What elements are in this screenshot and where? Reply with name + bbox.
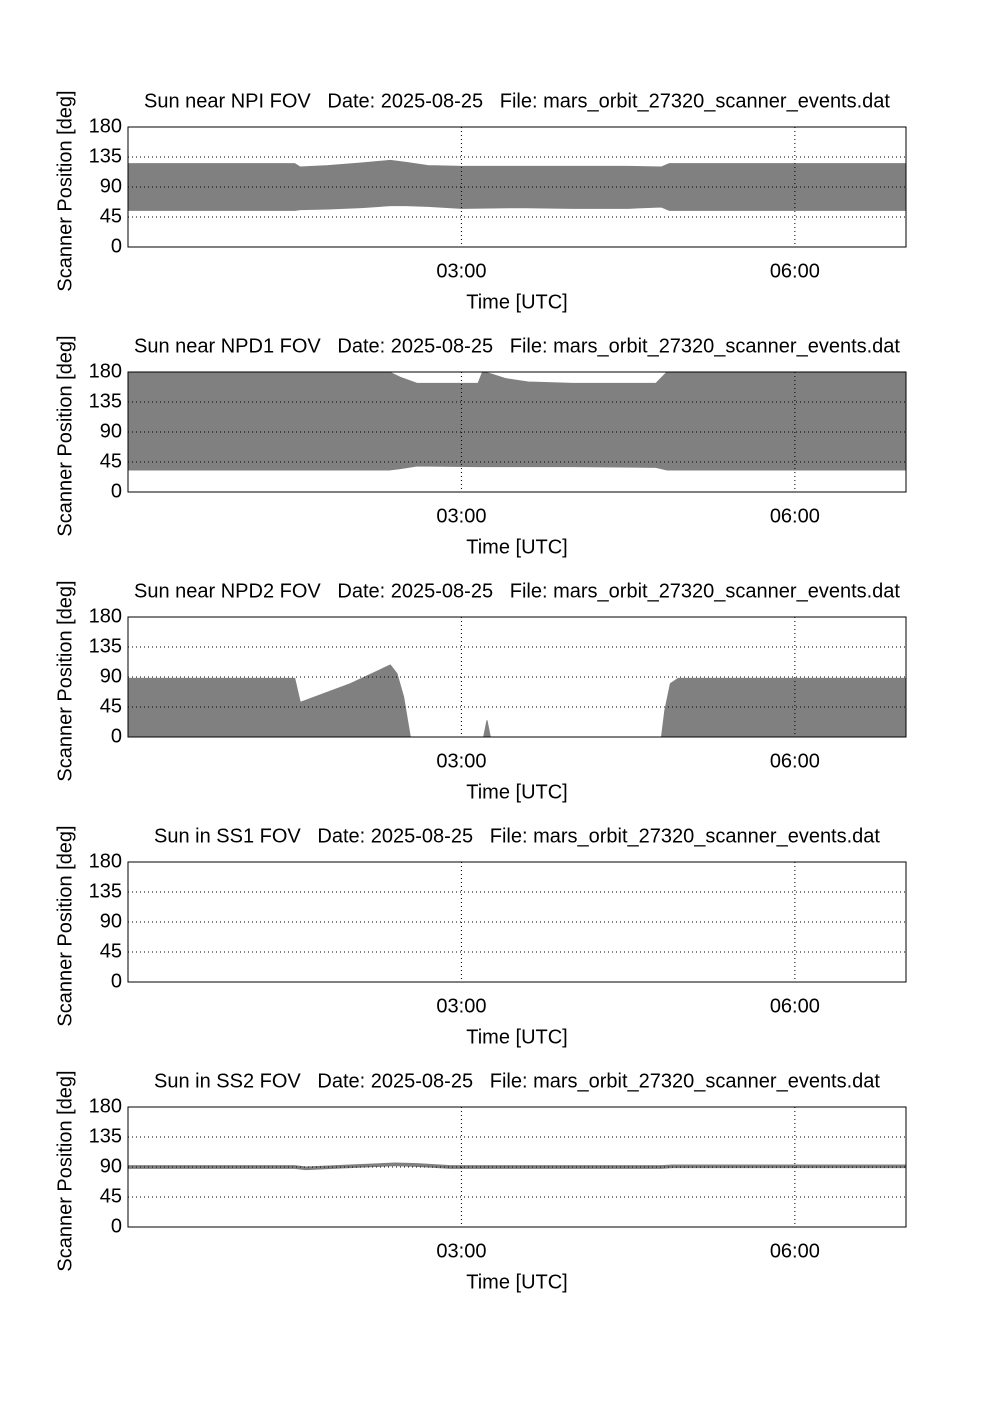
x-tick-label: 03:00 (436, 1240, 486, 1262)
x-axis-label: Time [UTC] (466, 291, 567, 313)
y-tick-label: 180 (89, 1095, 122, 1117)
y-tick-label: 135 (89, 390, 122, 412)
y-tick-label: 90 (100, 665, 122, 687)
y-tick-label: 90 (100, 910, 122, 932)
chart-title: Sun near NPI FOV Date: 2025-08-25 File: … (144, 90, 890, 112)
chart-title: Sun near NPD1 FOV Date: 2025-08-25 File:… (134, 335, 900, 357)
y-tick-label: 45 (100, 695, 122, 717)
y-tick-label: 180 (89, 360, 122, 382)
y-tick-label: 135 (89, 1125, 122, 1147)
chart-title: Sun in SS2 FOV Date: 2025-08-25 File: ma… (154, 1070, 880, 1092)
band-area (127, 159, 907, 211)
y-tick-label: 45 (100, 205, 122, 227)
y-tick-label: 180 (89, 115, 122, 137)
plot-frame (127, 126, 907, 248)
x-axis-label: Time [UTC] (466, 1271, 567, 1293)
y-tick-label: 45 (100, 940, 122, 962)
band-area (127, 371, 907, 471)
x-tick-label: 03:00 (436, 750, 486, 772)
y-tick-label: 135 (89, 145, 122, 167)
x-tick-label: 03:00 (436, 260, 486, 282)
plot-frame (127, 616, 907, 738)
x-tick-label: 06:00 (770, 505, 820, 527)
plot-frame (127, 1106, 907, 1228)
y-tick-label: 135 (89, 880, 122, 902)
y-tick-label: 0 (111, 725, 122, 747)
x-tick-label: 03:00 (436, 505, 486, 527)
y-axis-label: Scanner Position [deg] (54, 90, 76, 291)
y-tick-label: 90 (100, 1155, 122, 1177)
plot-frame (127, 861, 907, 983)
band-area (127, 664, 907, 738)
x-tick-label: 06:00 (770, 995, 820, 1017)
y-axis-label: Scanner Position [deg] (54, 1070, 76, 1271)
y-tick-label: 0 (111, 1215, 122, 1237)
y-axis-label: Scanner Position [deg] (54, 580, 76, 781)
x-tick-label: 06:00 (770, 1240, 820, 1262)
y-axis-label: Scanner Position [deg] (54, 825, 76, 1026)
chart-title: Sun near NPD2 FOV Date: 2025-08-25 File:… (134, 580, 900, 602)
y-tick-label: 0 (111, 235, 122, 257)
x-axis-label: Time [UTC] (466, 781, 567, 803)
y-tick-label: 0 (111, 970, 122, 992)
x-axis-label: Time [UTC] (466, 536, 567, 558)
band-area (127, 1162, 907, 1171)
y-tick-label: 90 (100, 175, 122, 197)
y-tick-label: 135 (89, 635, 122, 657)
y-tick-label: 0 (111, 480, 122, 502)
x-axis-label: Time [UTC] (466, 1026, 567, 1048)
x-tick-label: 03:00 (436, 995, 486, 1017)
x-tick-label: 06:00 (770, 750, 820, 772)
plot-frame (127, 371, 907, 493)
x-tick-label: 06:00 (770, 260, 820, 282)
y-tick-label: 180 (89, 850, 122, 872)
y-tick-label: 45 (100, 1185, 122, 1207)
chart-title: Sun in SS1 FOV Date: 2025-08-25 File: ma… (154, 825, 880, 847)
y-tick-label: 45 (100, 450, 122, 472)
y-axis-label: Scanner Position [deg] (54, 335, 76, 536)
y-tick-label: 180 (89, 605, 122, 627)
y-tick-label: 90 (100, 420, 122, 442)
